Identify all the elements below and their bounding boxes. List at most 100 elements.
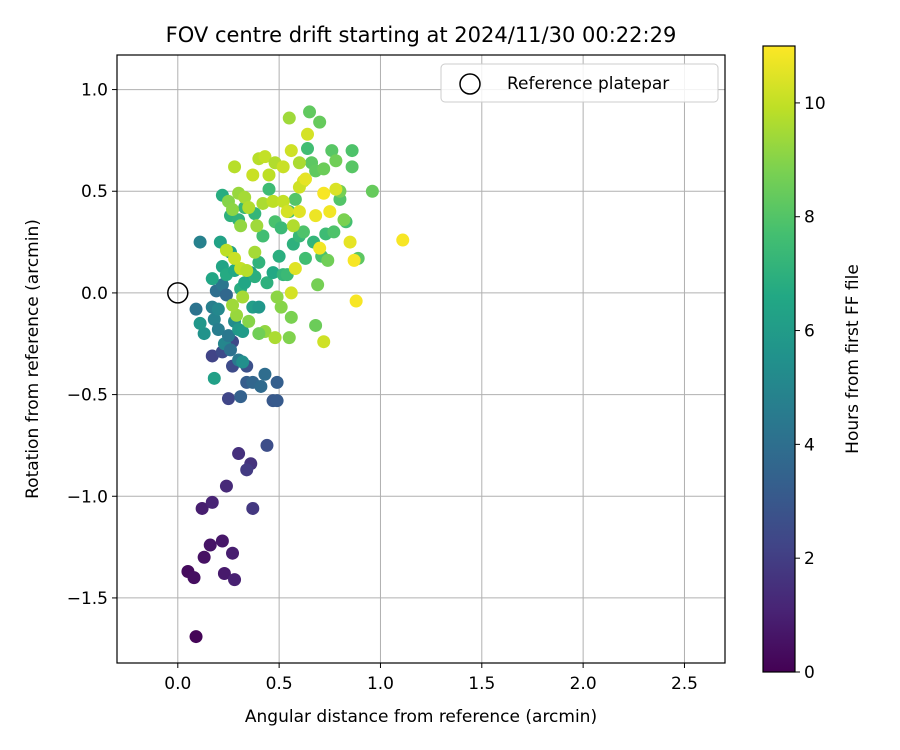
scatter-point (240, 463, 254, 477)
scatter-point (207, 312, 221, 326)
legend-marker (459, 73, 481, 95)
y-tick-label: 0.0 (81, 284, 108, 304)
scatter-point (236, 290, 250, 304)
scatter-point (197, 327, 211, 341)
scatter-point (234, 219, 248, 233)
y-tick-label: −1.0 (67, 487, 108, 507)
scatter-point (223, 343, 237, 357)
scatter-point (246, 168, 260, 182)
scatter-point (238, 190, 252, 204)
scatter-point (193, 235, 207, 249)
scatter-point (292, 205, 306, 219)
scatter-point (197, 550, 211, 564)
scatter-point (280, 205, 294, 219)
scatter-point (248, 245, 262, 259)
colorbar-gradient (762, 45, 796, 673)
x-tick-label: 0.5 (266, 674, 293, 694)
scatter-point (270, 394, 284, 408)
plot-area (116, 54, 726, 664)
colorbar-tick-label: 6 (804, 322, 815, 342)
scatter-point (238, 276, 252, 290)
scatter-point (317, 335, 331, 349)
scatter-point (262, 168, 276, 182)
scatter-point (349, 294, 363, 308)
scatter-point (309, 318, 323, 332)
scatter-point (311, 278, 325, 292)
colorbar-tick-label: 10 (804, 94, 826, 114)
scatter-point (301, 127, 315, 141)
scatter-point (205, 495, 219, 509)
scatter-point (254, 379, 268, 393)
scatter-point (284, 144, 298, 158)
colorbar-ticks: 0 2 4 6 8 10 (795, 94, 826, 683)
scatter-point (221, 392, 235, 406)
colorbar: 0 2 4 6 8 10 Hours from first FF file (762, 45, 863, 683)
scatter-point (270, 290, 284, 304)
scatter-point (329, 182, 343, 196)
scatter-point (219, 243, 233, 257)
scatter-point (232, 447, 246, 461)
scatter-point (317, 186, 331, 200)
scatter-point (337, 213, 351, 227)
scatter-point (211, 302, 225, 316)
x-tick-label: 1.5 (468, 674, 495, 694)
scatter-point (347, 253, 361, 267)
plot-background (117, 55, 725, 663)
scatter-point (272, 249, 286, 263)
scatter-point (343, 235, 357, 249)
scatter-point (345, 144, 359, 158)
scatter-point (396, 233, 410, 247)
scatter-point (282, 331, 296, 345)
scatter-point (189, 302, 203, 316)
scatter-point (260, 438, 274, 452)
scatter-point (228, 251, 242, 265)
scatter-point (250, 219, 264, 233)
scatter-point (296, 225, 310, 239)
scatter-point (258, 367, 272, 381)
y-tick-label: 0.5 (81, 182, 108, 202)
scatter-point (252, 255, 266, 269)
scatter-point (262, 182, 276, 196)
scatter-point (325, 144, 339, 158)
scatter-point (205, 272, 219, 286)
scatter-point (256, 229, 270, 243)
colorbar-label: Hours from first FF file (843, 264, 863, 454)
scatter-point (323, 205, 337, 219)
x-tick-label: 2.5 (671, 674, 698, 694)
y-tick-label: −1.5 (67, 589, 108, 609)
x-tick-label: 2.0 (570, 674, 597, 694)
x-axis-ticks: 0.0 0.5 1.0 1.5 2.0 2.5 (164, 663, 698, 694)
legend-label: Reference platepar (507, 74, 669, 94)
legend: Reference platepar (440, 63, 719, 103)
scatter-point (365, 184, 379, 198)
scatter-point (226, 203, 240, 217)
y-tick-label: 1.0 (81, 81, 108, 101)
scatter-point (193, 316, 207, 330)
y-tick-label: −0.5 (67, 386, 108, 406)
scatter-point (217, 567, 231, 581)
scatter-point (205, 349, 219, 363)
scatter-point (276, 160, 290, 174)
scatter-point (309, 209, 323, 223)
scatter-point (230, 308, 244, 322)
colorbar-tick-label: 0 (804, 663, 815, 683)
scatter-point (221, 329, 235, 343)
scatter-point (345, 160, 359, 174)
scatter-point (226, 298, 240, 312)
scatter-point (282, 111, 296, 125)
scatter-point (226, 546, 240, 560)
reference-platepar-marker (167, 282, 189, 304)
scatter-point (246, 501, 260, 515)
scatter-point (286, 219, 300, 233)
y-axis-label: Rotation from reference (arcmin) (23, 219, 43, 499)
scatter-point (236, 325, 250, 339)
scatter-point (207, 371, 221, 385)
scatter-point (329, 154, 343, 168)
scatter-point (228, 573, 242, 587)
scatter-point (252, 300, 266, 314)
x-axis-label: Angular distance from reference (arcmin) (245, 707, 597, 727)
scatter-point (266, 194, 280, 208)
scatter-point (298, 172, 312, 186)
scatter-point (313, 115, 327, 129)
grid-lines (117, 55, 725, 663)
